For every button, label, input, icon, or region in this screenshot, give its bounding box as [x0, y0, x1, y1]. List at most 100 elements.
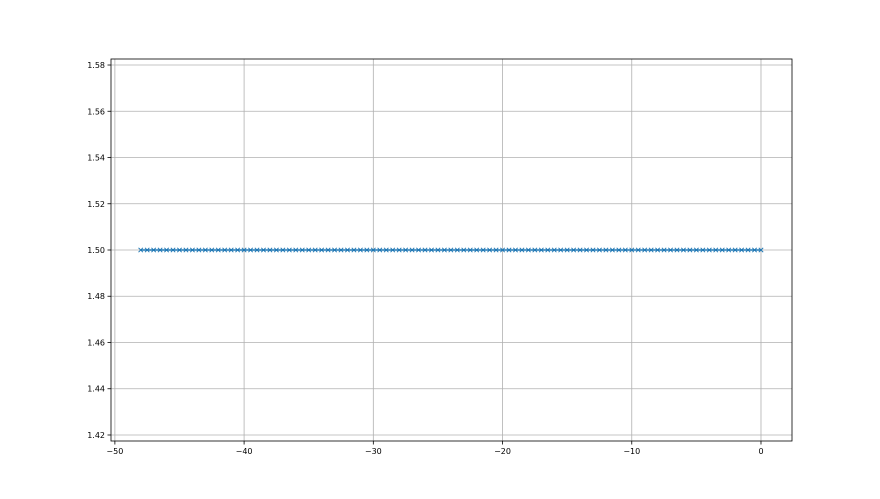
data-point-marker: [144, 247, 150, 253]
data-point-marker: [454, 247, 460, 253]
data-point-marker: [448, 247, 454, 253]
data-point-marker: [267, 247, 273, 253]
x-tick-label: −10: [623, 447, 640, 456]
x-tick-label: 0: [758, 447, 763, 456]
data-point-marker: [241, 247, 247, 253]
data-point-marker: [403, 247, 409, 253]
data-point-marker: [280, 247, 286, 253]
data-point-marker: [538, 247, 544, 253]
data-point-marker: [745, 247, 751, 253]
data-point-marker: [312, 247, 318, 253]
ticks: −50 −40 −30 −20 −10 0 1.42 1.44 1.46 1.48 1.50 1.52…: [87, 61, 763, 456]
data-point-marker: [493, 247, 499, 253]
data-point-marker: [254, 247, 260, 253]
data-point-marker: [183, 247, 189, 253]
data-point-marker: [545, 247, 551, 253]
data-point-marker: [383, 247, 389, 253]
data-point-marker: [519, 247, 525, 253]
data-point-marker: [273, 247, 279, 253]
data-point-marker: [577, 247, 583, 253]
data-point-marker: [590, 247, 596, 253]
data-point-marker: [467, 247, 473, 253]
x-tick-label: −20: [494, 447, 511, 456]
data-point-marker: [700, 247, 706, 253]
data-point-marker: [202, 247, 208, 253]
data-point-marker: [209, 247, 215, 253]
data-point-marker: [396, 247, 402, 253]
data-point-marker: [370, 247, 376, 253]
data-point-marker: [648, 247, 654, 253]
data-point-marker: [260, 247, 267, 253]
data-point-marker: [680, 247, 687, 253]
data-point-marker: [428, 247, 435, 253]
data-point-marker: [377, 247, 383, 253]
data-point-marker: [667, 247, 674, 253]
data-point-marker: [583, 247, 590, 253]
data-point-marker: [364, 247, 370, 253]
data-point-marker: [551, 247, 557, 253]
data-point-marker: [525, 247, 531, 253]
x-tick-label: −50: [106, 447, 123, 456]
data-point-marker: [409, 247, 415, 253]
data-point-marker: [506, 247, 512, 253]
data-point-marker: [603, 247, 609, 253]
data-point-marker: [248, 247, 254, 253]
data-point-marker: [629, 247, 635, 253]
data-point-marker: [726, 247, 732, 253]
data-point-marker: [609, 247, 615, 253]
data-point-marker: [138, 247, 144, 253]
data-point-marker: [674, 247, 680, 253]
data-point-marker: [306, 247, 312, 253]
data-point-marker: [616, 247, 622, 253]
data-point-marker: [693, 247, 699, 253]
data-point-marker: [235, 247, 241, 253]
data-point-marker: [228, 247, 234, 253]
data-point-marker: [655, 247, 661, 253]
data-point-marker: [151, 247, 157, 253]
data-point-marker: [170, 247, 176, 253]
data-point-marker: [435, 247, 441, 253]
y-tick-label: 1.44: [87, 385, 105, 394]
data-point-marker: [357, 247, 363, 253]
data-point-marker: [461, 247, 467, 253]
data-point-marker: [390, 247, 396, 253]
data-point-marker: [564, 247, 570, 253]
data-point-marker: [474, 247, 480, 253]
x-tick-label: −40: [236, 447, 253, 456]
data-point-marker: [422, 247, 428, 253]
data-point-marker: [338, 247, 344, 253]
data-point-marker: [687, 247, 693, 253]
data-point-marker: [415, 247, 422, 253]
x-tick-label: −30: [365, 447, 382, 456]
data-point-marker: [189, 247, 195, 253]
data-point-marker: [732, 247, 738, 253]
data-point-marker: [196, 247, 202, 253]
data-point-marker: [351, 247, 357, 253]
data-point-marker: [596, 247, 603, 253]
series: [138, 247, 764, 253]
data-point-marker: [751, 247, 758, 253]
y-tick-label: 1.58: [87, 61, 105, 70]
data-point-marker: [157, 247, 163, 253]
data-point-marker: [332, 247, 338, 253]
data-point-marker: [480, 247, 486, 253]
data-point-marker: [571, 247, 577, 253]
y-tick-label: 1.52: [87, 200, 105, 209]
data-point-marker: [706, 247, 712, 253]
y-tick-label: 1.56: [87, 107, 105, 116]
y-tick-label: 1.42: [87, 431, 105, 440]
y-tick-label: 1.46: [87, 338, 105, 347]
data-point-marker: [299, 247, 305, 253]
data-point-marker: [499, 247, 506, 253]
data-point-marker: [512, 247, 519, 253]
data-point-marker: [635, 247, 641, 253]
data-point-marker: [164, 247, 170, 253]
data-point-marker: [344, 247, 351, 253]
data-point-marker: [713, 247, 719, 253]
data-point-marker: [532, 247, 538, 253]
data-point-marker: [558, 247, 564, 253]
data-point-marker: [215, 247, 221, 253]
data-point-marker: [622, 247, 628, 253]
data-point-marker: [739, 247, 745, 253]
